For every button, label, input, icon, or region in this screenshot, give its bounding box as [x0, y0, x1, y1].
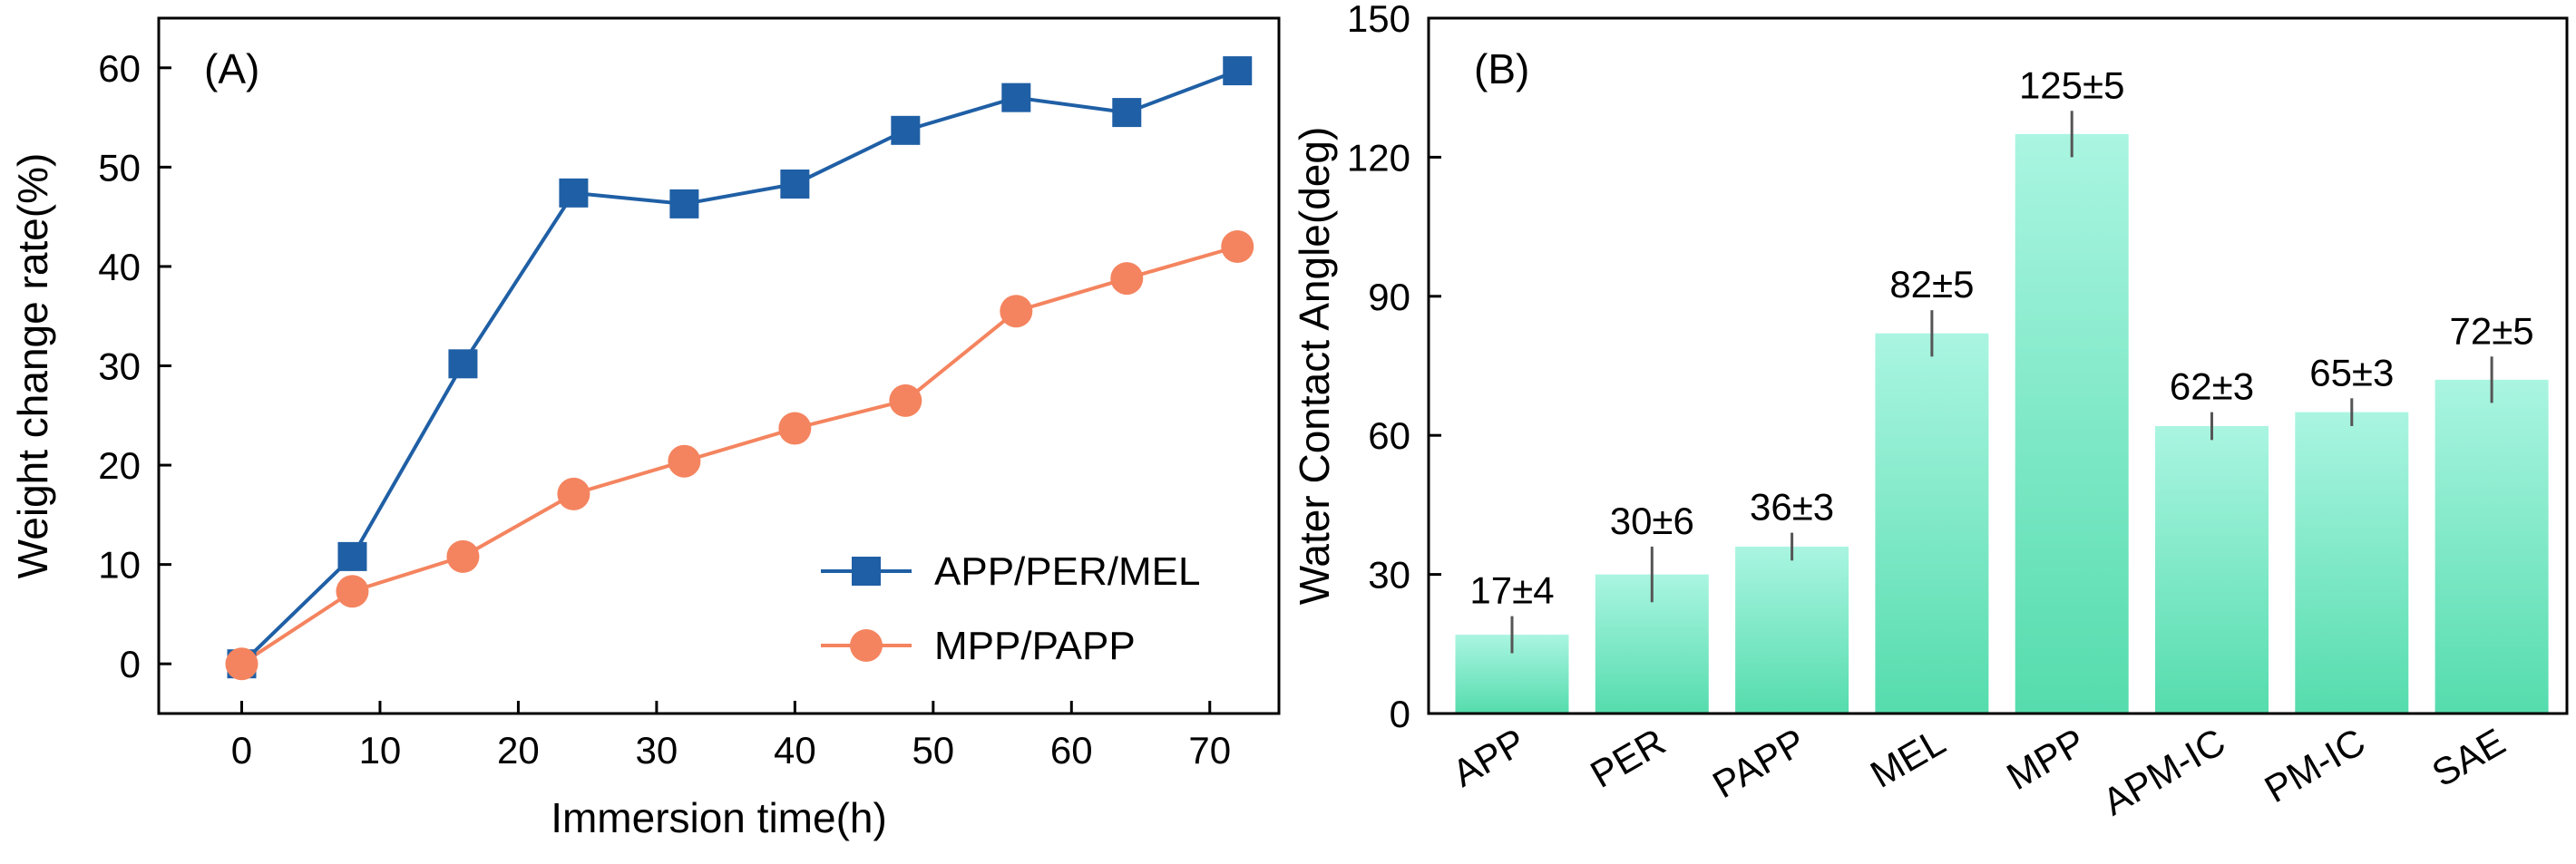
chart-a-x-tick-label: 0 [231, 729, 252, 772]
legend-marker-app-per-mel [852, 557, 881, 586]
chart-a-y-tick-label: 60 [98, 47, 141, 90]
bar-mel [1875, 333, 1989, 714]
chart-b-y-tick-label: 60 [1368, 414, 1410, 457]
chart-a-y-axis-title: Weight change rate(%) [9, 153, 56, 579]
data-point-mpp-papp [225, 647, 259, 681]
data-point-mpp-papp [446, 539, 480, 573]
bar-pm-ic [2295, 412, 2409, 714]
category-label-papp: PAPP [1705, 720, 1812, 806]
category-label-apm-ic: APM-IC [2095, 720, 2232, 823]
chart-a-y-tick-label: 20 [98, 444, 141, 487]
chart-a-y-tick-label: 0 [120, 643, 141, 685]
legend-label-mpp-papp: MPP/PAPP [934, 624, 1136, 668]
category-label-mpp: MPP [1999, 720, 2092, 798]
data-point-mpp-papp [1000, 295, 1033, 328]
chart-a-x-tick-label: 70 [1188, 729, 1231, 772]
chart-b-panel-label: (B) [1474, 45, 1529, 92]
bar-apm-ic [2155, 425, 2269, 714]
series-line-app-per-mel [240, 69, 1238, 665]
bar-papp [1735, 546, 1849, 714]
chart-a-x-tick-label: 60 [1050, 729, 1093, 772]
chart-a-x-tick-label: 40 [774, 729, 816, 772]
chart-a: 0 10 20 30 40 50 60 70 0 10 20 30 40 50 60 (A) Immersi… [9, 16, 1281, 841]
data-label-sae: 72±5 [2450, 309, 2534, 352]
chart-b-y-tick-label: 150 [1347, 0, 1410, 40]
category-label-per: PER [1584, 720, 1673, 796]
data-point-app-per-mel [1223, 56, 1253, 86]
bar-sae [2435, 379, 2549, 714]
chart-b-frame [1427, 16, 2569, 715]
chart-a-series [225, 56, 1254, 681]
chart-b: 0 30 60 90 120 150 APP PER PAPP MEL MPP APM-IC PM-IC… [1291, 0, 2569, 823]
chart-a-y-tick-label: 50 [98, 146, 141, 189]
legend-label-app-per-mel: APP/PER/MEL [934, 549, 1200, 594]
chart-a-frame [157, 16, 1281, 715]
data-point-mpp-papp [1221, 230, 1254, 264]
data-point-app-per-mel [448, 349, 478, 379]
data-label-mel: 82±5 [1889, 263, 1974, 306]
data-point-mpp-papp [1110, 262, 1144, 296]
data-point-app-per-mel [780, 169, 810, 199]
category-label-sae: SAE [2425, 720, 2512, 795]
chart-a-y-tick-label: 40 [98, 246, 141, 288]
chart-a-x-tick-label: 20 [497, 729, 540, 772]
data-point-app-per-mel [1112, 98, 1142, 128]
category-label-pm-ic: PM-IC [2258, 720, 2373, 811]
data-label-pm-ic: 65±3 [2309, 351, 2394, 393]
chart-a-panel-label: (A) [204, 45, 259, 92]
chart-a-x-tick-label: 10 [359, 729, 402, 772]
chart-a-x-tick-label: 50 [912, 729, 954, 772]
data-label-per: 30±6 [1610, 500, 1694, 542]
data-point-app-per-mel [891, 115, 921, 145]
bar-mpp [2015, 133, 2129, 714]
data-point-app-per-mel [1001, 83, 1031, 112]
data-point-mpp-papp [889, 383, 922, 417]
chart-a-y-tick-label: 30 [98, 345, 141, 388]
chart-a-x-axis-title: Immersion time(h) [551, 794, 887, 841]
chart-b-y-tick-label: 0 [1390, 693, 1410, 735]
data-point-mpp-papp [778, 412, 812, 445]
category-label-app: APP [1445, 720, 1532, 795]
legend-marker-mpp-papp [850, 629, 883, 662]
chart-b-y-axis-title: Water Contact Angle(deg) [1291, 127, 1338, 606]
data-label-mpp: 125±5 [2019, 63, 2124, 106]
category-label-mel: MEL [1863, 720, 1952, 796]
chart-b-y-tick-label: 120 [1347, 136, 1410, 179]
chart-b-y-tick-label: 90 [1368, 276, 1410, 318]
data-point-mpp-papp [336, 575, 369, 608]
chart-a-legend: APP/PER/MEL MPP/PAPP [821, 549, 1200, 668]
data-label-papp: 36±3 [1750, 486, 1834, 529]
data-label-apm-ic: 62±3 [2170, 365, 2254, 408]
chart-a-ticks: 0 10 20 30 40 50 60 70 0 10 20 30 40 50 60 [98, 47, 1231, 772]
data-point-app-per-mel [669, 189, 699, 218]
data-point-app-per-mel [337, 541, 367, 571]
chart-b-bars: 17±4 30±6 36±3 82±5 125±5 62±3 65±3 72±5 [1455, 63, 2549, 714]
chart-a-x-tick-label: 30 [636, 729, 678, 772]
chart-a-y-tick-label: 10 [98, 544, 141, 587]
chart-b-y-tick-label: 30 [1368, 554, 1410, 597]
series-line-mpp-papp [240, 245, 1238, 665]
data-label-app: 17±4 [1469, 569, 1554, 612]
data-point-mpp-papp [557, 477, 590, 510]
data-point-app-per-mel [559, 178, 589, 208]
data-point-mpp-papp [668, 444, 701, 478]
